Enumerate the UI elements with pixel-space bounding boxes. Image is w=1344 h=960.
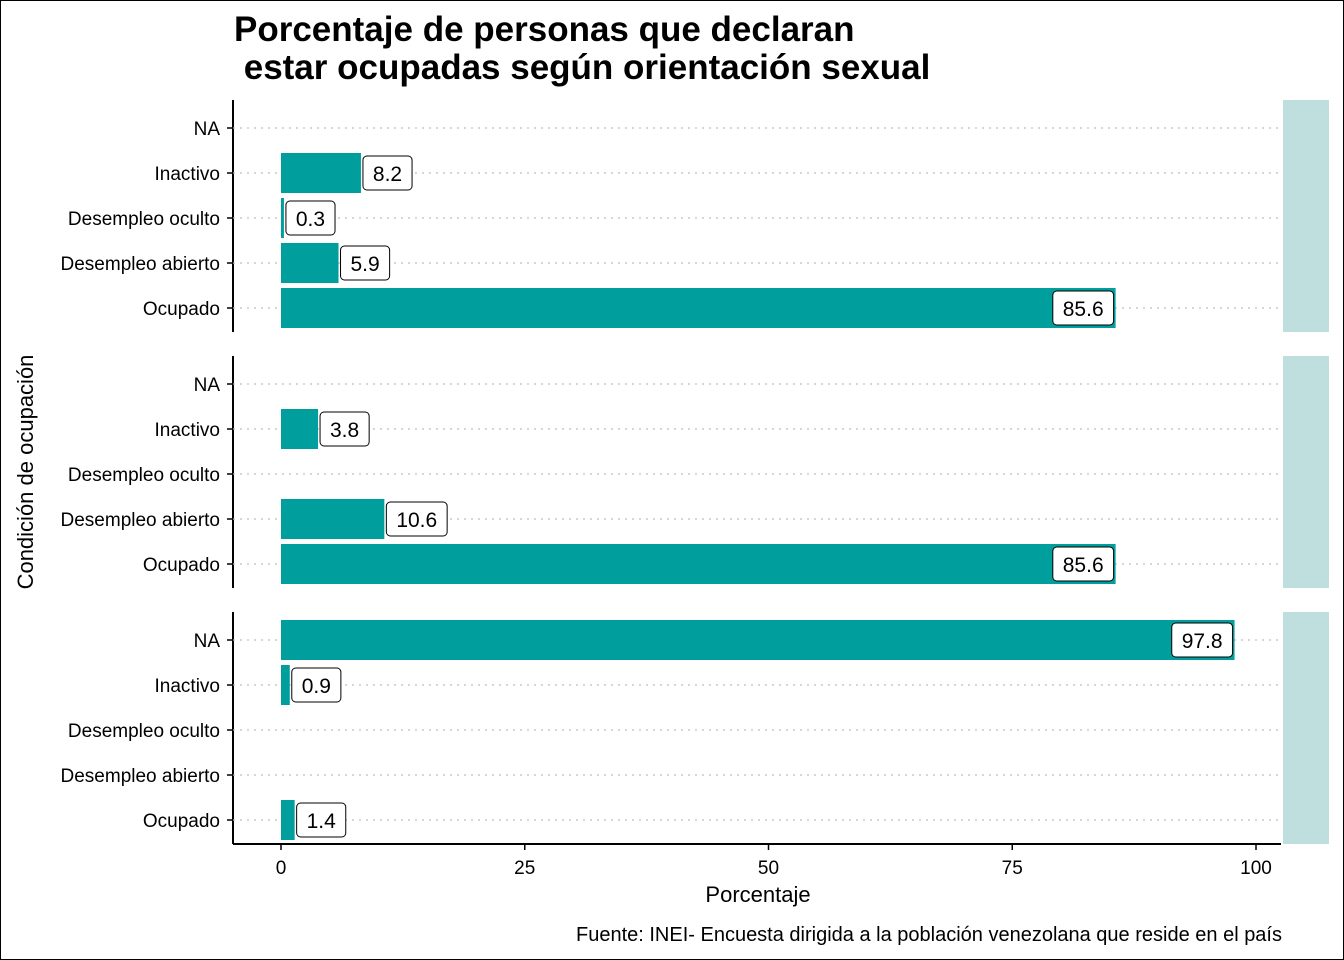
data-label: 1.4 <box>307 810 337 833</box>
bar <box>281 665 290 705</box>
chart-title-line-2: estar ocupadas según orientación sexual <box>234 48 930 87</box>
data-label: 10.6 <box>396 509 437 532</box>
data-label: 85.6 <box>1063 298 1104 321</box>
y-tick-label: Desempleo abierto <box>61 766 220 787</box>
data-label: 3.8 <box>330 419 359 442</box>
bar <box>281 499 385 539</box>
chart-title-line-1: Porcentaje de personas que declaran <box>234 10 855 49</box>
data-label-box <box>291 667 342 703</box>
data-label: 85.6 <box>1063 554 1104 577</box>
y-tick-label: Ocupado <box>143 299 220 320</box>
data-label-box <box>1171 622 1234 658</box>
bar <box>281 620 1235 660</box>
y-axis-title: Condición de ocupación <box>13 355 38 590</box>
bar <box>281 153 361 193</box>
data-label-box <box>340 245 391 281</box>
x-tick-label: 0 <box>276 858 287 879</box>
data-label-box <box>1052 546 1115 582</box>
y-tick-label: Desempleo abierto <box>61 510 220 531</box>
x-tick-label: 25 <box>514 858 535 879</box>
x-tick-label: 100 <box>1240 858 1272 879</box>
data-label-box <box>362 155 413 191</box>
y-tick-label: Inactivo <box>155 676 220 697</box>
bar <box>281 288 1116 328</box>
facet-strip <box>1283 100 1329 332</box>
y-tick-label: Ocupado <box>143 555 220 576</box>
data-label: 97.8 <box>1182 630 1223 653</box>
y-tick-label: NA <box>194 375 221 396</box>
data-label-box <box>1052 290 1115 326</box>
data-label: 0.3 <box>296 208 325 231</box>
facet-panel: NA 97.8 Inactivo 0.9 Desempleo oculto Desempl… <box>61 612 1329 844</box>
bar <box>281 544 1116 584</box>
y-tick-label: Ocupado <box>143 811 220 832</box>
x-tick-label: 50 <box>758 858 779 879</box>
data-label-box <box>385 501 448 537</box>
facet-panel: NA Inactivo 8.2 Desempleo oculto 0.3 Desemple… <box>61 100 1329 332</box>
y-tick-label: NA <box>194 119 221 140</box>
data-label-box <box>319 411 370 447</box>
data-label-box <box>296 802 347 838</box>
x-axis: 0 25 50 75 100 <box>233 843 1281 879</box>
data-label: 8.2 <box>373 163 402 186</box>
data-label: 5.9 <box>350 253 379 276</box>
x-tick-label: 75 <box>1002 858 1023 879</box>
y-tick-label: Desempleo oculto <box>68 721 220 742</box>
facet-panels: NA Inactivo 8.2 Desempleo oculto 0.3 Desemple… <box>61 100 1329 844</box>
bar <box>281 409 319 449</box>
bar <box>281 800 295 840</box>
x-axis-title: Porcentaje <box>705 882 810 907</box>
facet-strip <box>1283 356 1329 588</box>
source-caption: Fuente: INEI- Encuesta dirigida a la pob… <box>576 924 1282 946</box>
facet-strip <box>1283 612 1329 844</box>
y-tick-label: Inactivo <box>155 164 220 185</box>
bar <box>281 198 284 238</box>
facet-panel: NA Inactivo 3.8 Desempleo oculto Desempleo a… <box>61 356 1329 588</box>
y-tick-label: Desempleo abierto <box>61 254 220 275</box>
y-tick-label: Inactivo <box>155 420 220 441</box>
data-label: 0.9 <box>302 675 331 698</box>
y-tick-label: Desempleo oculto <box>68 209 220 230</box>
data-label-box <box>285 200 336 236</box>
bar <box>281 243 339 283</box>
y-tick-label: Desempleo oculto <box>68 465 220 486</box>
y-tick-label: NA <box>194 631 221 652</box>
